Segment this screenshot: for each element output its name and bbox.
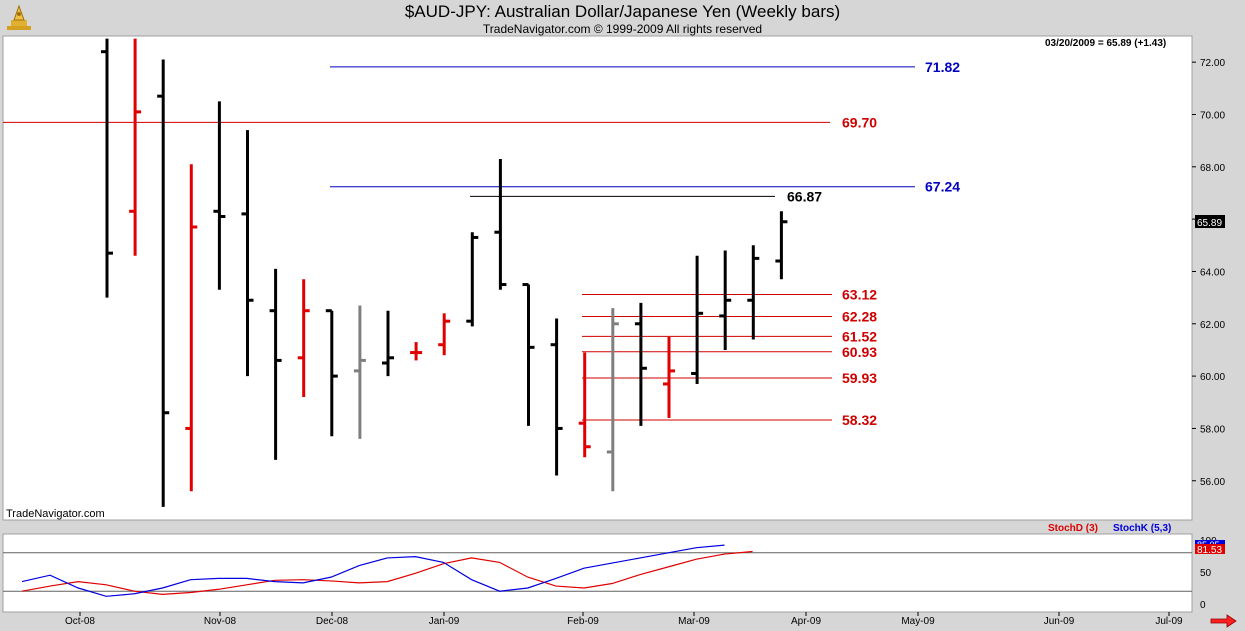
level-label: 59.93: [842, 370, 877, 386]
level-label: 62.28: [842, 308, 877, 324]
price-axis-label: 60.00: [1200, 372, 1225, 383]
chart-header: $AUD-JPY: Australian Dollar/Japanese Yen…: [0, 0, 1245, 36]
price-axis-label: 64.00: [1200, 267, 1225, 278]
last-price-box: [1195, 215, 1225, 229]
stoch-panel: [2, 533, 1193, 613]
stoch-series-line: [21, 544, 725, 597]
price-panel: [2, 35, 1193, 521]
level-label: 58.32: [842, 412, 877, 428]
x-axis-label: Dec-08: [316, 616, 349, 627]
stoch-k-legend: StochK (5,3): [1113, 523, 1171, 534]
level-label: 66.87: [787, 188, 822, 204]
stoch-d-legend: StochD (3): [1048, 523, 1098, 534]
stoch-d-value: 81.53: [1197, 545, 1222, 556]
copyright-notice: TradeNavigator.com © 1999-2009 All right…: [482, 22, 763, 36]
x-axis-label: Jan-09: [429, 616, 460, 627]
level-label: 69.70: [842, 114, 877, 130]
price-axis-label: 58.00: [1200, 424, 1225, 435]
level-label: 71.82: [925, 59, 960, 75]
x-axis-label: Mar-09: [678, 616, 710, 627]
price-axis-label: 72.00: [1200, 58, 1225, 69]
stoch-axis-label: 0: [1200, 600, 1206, 611]
last-price-label: 65.89: [1197, 218, 1222, 229]
price-axis-label: 70.00: [1200, 110, 1225, 121]
x-axis-label: May-09: [901, 616, 935, 627]
x-axis-label: Jun-09: [1044, 616, 1075, 627]
x-axis-label: Jul-09: [1155, 616, 1183, 627]
x-axis-label: Feb-09: [567, 616, 599, 627]
price-readout: 03/20/2009 = 65.89 (+1.43): [1045, 38, 1166, 49]
x-axis-label: Apr-09: [791, 616, 821, 627]
x-axis-label: Nov-08: [204, 616, 237, 627]
level-label: 67.24: [925, 179, 960, 195]
trade-navigator-logo-icon: [7, 4, 31, 30]
price-axis-label: 56.00: [1200, 477, 1225, 488]
stoch-axis-label: 50: [1200, 568, 1212, 579]
chart-title: $AUD-JPY: Australian Dollar/Japanese Yen…: [404, 2, 841, 21]
price-axis-label: 68.00: [1200, 163, 1225, 174]
scroll-right-arrow-icon[interactable]: [1209, 614, 1237, 628]
x-axis-label: Oct-08: [65, 616, 95, 627]
level-label: 61.52: [842, 328, 877, 344]
level-label: 63.12: [842, 286, 877, 302]
level-label: 60.93: [842, 344, 877, 360]
price-axis-label: 62.00: [1200, 320, 1225, 331]
stoch-d-value-box: [1195, 544, 1225, 554]
watermark: TradeNavigator.com: [6, 508, 105, 520]
